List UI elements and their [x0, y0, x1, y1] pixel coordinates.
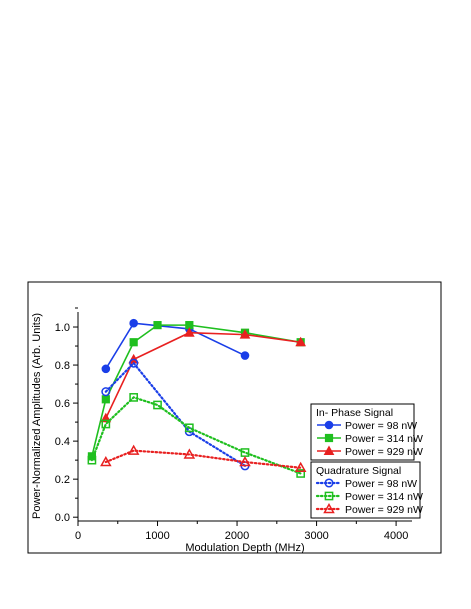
y-tick-label: 0.8 — [55, 360, 70, 372]
data-point — [129, 338, 138, 347]
data-point — [294, 461, 307, 472]
y-tick-label: 0.6 — [55, 398, 70, 410]
series-line — [90, 396, 302, 475]
x-tick-label: 1000 — [145, 530, 169, 542]
legend-label: Power = 314 nW — [345, 491, 423, 503]
data-point — [239, 456, 251, 467]
data-point — [183, 327, 195, 337]
data-point — [295, 336, 307, 347]
data-point — [153, 321, 162, 330]
series-1 — [87, 321, 305, 461]
x-tick-label: 3000 — [304, 530, 328, 542]
data-point — [101, 364, 111, 374]
legend-swatch-marker — [324, 478, 334, 488]
data-point — [153, 400, 162, 410]
legend-swatch-marker — [323, 445, 335, 455]
x-tick-label: 0 — [75, 530, 81, 542]
data-point — [183, 448, 196, 459]
series-5 — [100, 444, 307, 472]
figure-border — [27, 281, 442, 554]
y-axis-label: Power-Normalized Amplitudes (Arb. Units) — [31, 313, 43, 519]
legend-title: Quadrature Signal — [316, 465, 401, 477]
y-tick-label: 1.0 — [55, 322, 70, 334]
y-tick-label: 0.2 — [55, 474, 70, 486]
legend-label: Power = 98 nW — [345, 478, 417, 490]
data-point — [239, 329, 251, 339]
data-point — [101, 419, 111, 429]
series-line — [104, 449, 302, 469]
series-0 — [101, 318, 250, 374]
x-ticks: 0 1000 2000 3000 4000 — [75, 521, 408, 542]
data-point — [129, 318, 138, 328]
data-point — [129, 358, 139, 368]
legend-swatch-marker — [324, 433, 334, 443]
data-point — [101, 395, 110, 404]
data-point — [240, 351, 250, 360]
series-layer — [87, 318, 307, 478]
legend-swatch-marker — [323, 502, 335, 514]
legend-label: Power = 929 nW — [345, 446, 423, 458]
y-ticks: 0.0 0.2 0.4 0.6 0.8 1.0 — [55, 307, 78, 524]
legend-title: In- Phase Signal — [316, 407, 393, 419]
data-point — [184, 423, 194, 433]
y-tick-label: 0.0 — [55, 512, 70, 524]
data-point — [296, 469, 306, 478]
x-axis-label: Modulation Depth (MHz) — [185, 542, 304, 554]
legend-label: Power = 929 nW — [345, 504, 423, 516]
legend-label: Power = 314 nW — [345, 433, 423, 445]
x-tick-label: 4000 — [384, 530, 408, 542]
legend-swatch-marker — [324, 491, 334, 501]
legend-swatch-marker — [324, 420, 334, 430]
x-tick-label: 2000 — [225, 530, 249, 542]
data-point — [87, 455, 97, 465]
data-point — [100, 456, 112, 467]
y-tick-label: 0.4 — [55, 436, 70, 448]
data-point — [101, 387, 111, 397]
data-point — [129, 393, 139, 402]
series-line — [104, 361, 247, 467]
data-point — [127, 444, 140, 455]
series-4 — [87, 393, 306, 478]
legend-label: Power = 98 nW — [345, 420, 417, 432]
